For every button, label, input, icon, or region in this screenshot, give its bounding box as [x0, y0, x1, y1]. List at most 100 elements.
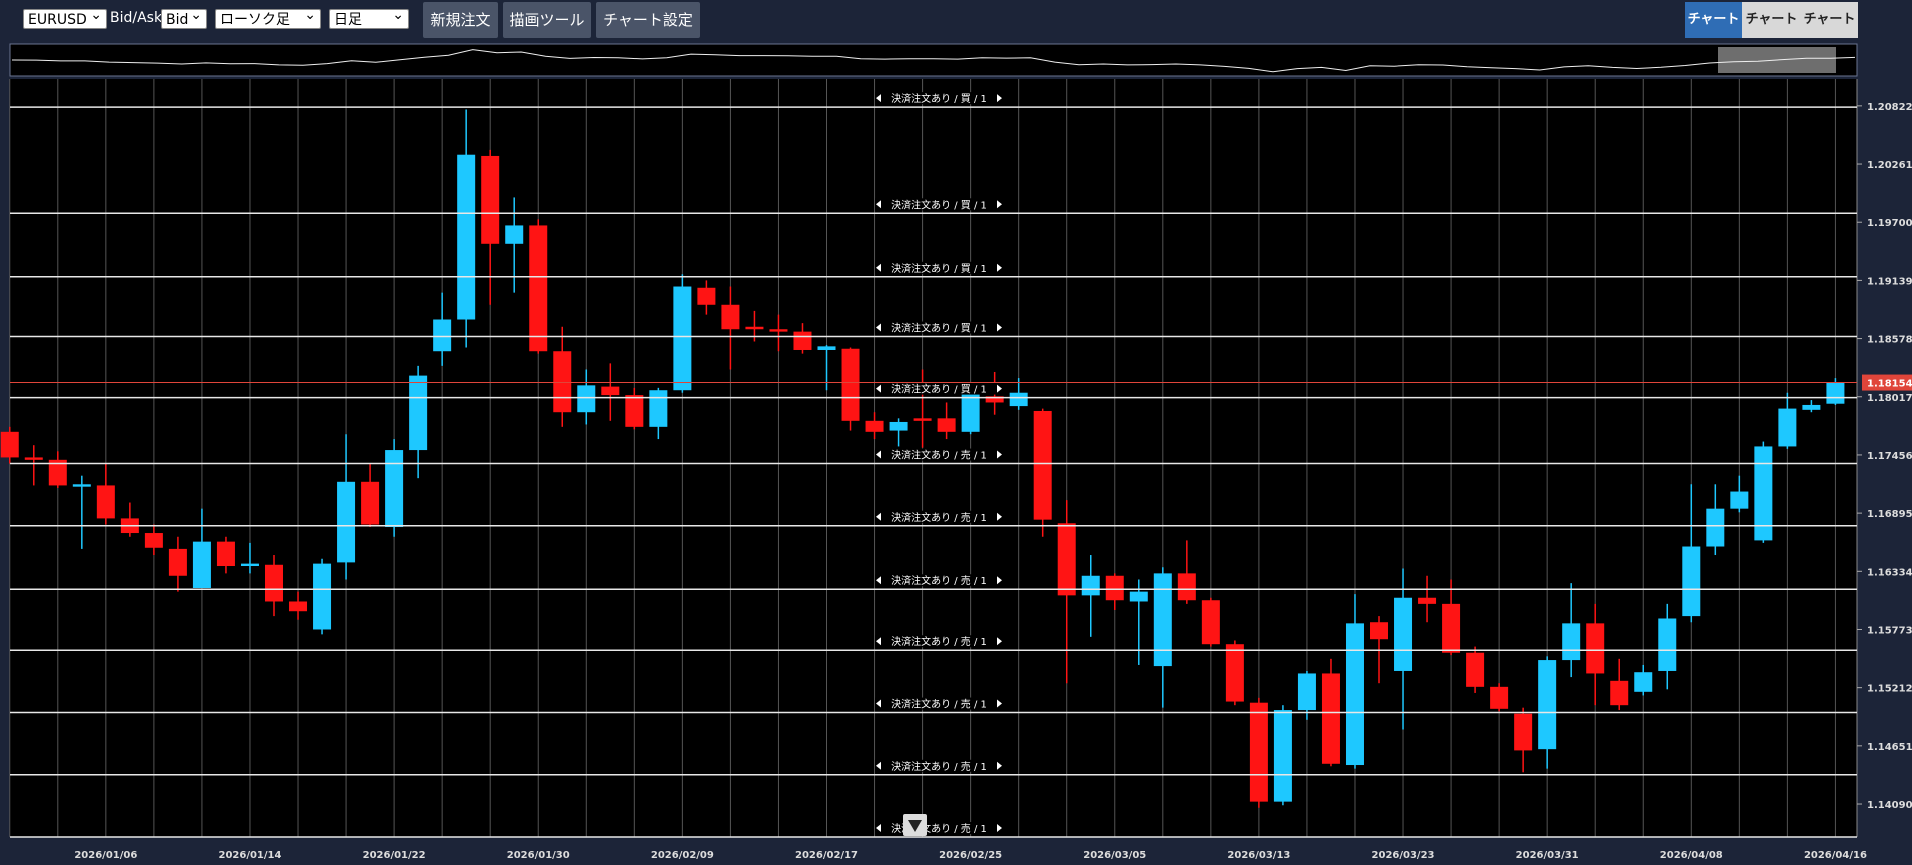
timeframe-select[interactable]: 日足	[329, 5, 409, 29]
candle-body	[1201, 600, 1220, 645]
candle-body	[1129, 591, 1148, 602]
order-arrow-left	[876, 323, 881, 332]
candle-body	[0, 431, 19, 458]
candle-body	[601, 386, 620, 396]
y-tick-label: 1.20822	[1867, 102, 1912, 113]
scroll-down-icon	[908, 820, 922, 832]
order-label: 決済注文あり / 買 / 1	[891, 262, 987, 275]
candle-body	[1225, 644, 1244, 702]
candle-body	[913, 418, 932, 421]
candle-body	[1730, 491, 1749, 509]
chart-settings-button[interactable]: チャート設定	[596, 2, 700, 38]
order-arrow-left	[876, 384, 881, 393]
order-label-bg	[875, 382, 1003, 395]
candle-body	[1009, 392, 1028, 407]
candle-body	[1273, 710, 1292, 802]
candle-body	[577, 385, 596, 413]
candle-body	[937, 418, 956, 432]
candle-body	[1514, 713, 1533, 751]
candle-body	[793, 331, 812, 350]
chart-tab[interactable]: チャート1	[1685, 2, 1742, 63]
order-arrow-right	[997, 824, 1002, 832]
y-tick-label: 1.14090	[1867, 800, 1912, 811]
candle-body	[553, 351, 572, 413]
order-arrow-right	[997, 384, 1002, 393]
order-arrow-left	[876, 761, 881, 770]
x-tick-label: 2026/01/30	[507, 850, 570, 861]
order-label: 決済注文あり / 買 / 1	[891, 198, 987, 211]
x-tick-label: 2026/02/17	[795, 850, 858, 861]
x-tick-label: 2026/01/22	[363, 850, 426, 861]
bidask-select[interactable]: Bid	[161, 5, 207, 29]
candle-body	[1538, 660, 1557, 750]
candle-body	[1778, 408, 1797, 447]
candle-body	[1562, 623, 1581, 661]
order-label: 決済注文あり / 売 / 1	[891, 574, 987, 587]
order-arrow-left	[876, 94, 881, 103]
candle-body	[1490, 686, 1509, 709]
toolbar: EURUSD Bid/Ask Bid ローソク足 日足 新規注文 描画ツール チ…	[0, 0, 1912, 63]
overview-strip	[9, 43, 1858, 77]
order-label-bg	[875, 697, 1003, 710]
candle-body	[889, 421, 908, 431]
order-label-bg	[875, 448, 1003, 461]
candle-body	[192, 541, 211, 588]
y-tick-label: 1.19700	[1867, 218, 1912, 229]
order-arrow-right	[997, 576, 1002, 585]
candle-body	[817, 346, 836, 350]
order-label: 決済注文あり / 買 / 1	[891, 322, 987, 335]
candle-body	[1586, 623, 1605, 674]
candle-body	[361, 481, 380, 525]
x-tick-label: 2026/04/08	[1660, 850, 1723, 861]
drawing-tool-button[interactable]: 描画ツール	[503, 2, 591, 38]
candle-body	[72, 484, 91, 487]
candle-body	[457, 154, 476, 320]
candle-body	[625, 395, 644, 427]
x-tick-label: 2026/03/13	[1227, 850, 1290, 861]
order-arrow-left	[876, 200, 881, 209]
candle-body	[1321, 673, 1340, 764]
candle-body	[48, 459, 67, 486]
candle-body	[1033, 410, 1052, 520]
candle-body	[96, 485, 115, 519]
y-tick-label: 1.15773	[1867, 625, 1912, 636]
candle-body	[745, 326, 764, 330]
candle-body	[1466, 652, 1485, 687]
candle-body	[769, 329, 788, 332]
y-tick-label: 1.19139	[1867, 276, 1912, 287]
candle-body	[649, 390, 668, 427]
candle-body	[1418, 597, 1437, 604]
order-arrow-left	[876, 263, 881, 272]
y-tick-label: 1.16334	[1867, 567, 1912, 578]
candle-body	[1634, 672, 1653, 692]
order-label-bg	[875, 198, 1003, 211]
candle-body	[985, 396, 1004, 403]
candle-body	[144, 533, 163, 548]
order-label-bg	[875, 635, 1003, 648]
candle-body	[1610, 680, 1629, 706]
candle-body	[313, 563, 332, 630]
new-order-button[interactable]: 新規注文	[423, 2, 498, 38]
x-tick-label: 2026/01/06	[74, 850, 137, 861]
order-arrow-left	[876, 450, 881, 459]
order-label: 決済注文あり / 買 / 1	[891, 92, 987, 105]
candle-body	[1682, 546, 1701, 617]
candle-body	[865, 420, 884, 432]
y-tick-label: 1.17456	[1867, 451, 1912, 462]
overview-line	[11, 49, 1856, 73]
y-tick-label: 1.18017	[1867, 393, 1912, 404]
symbol-select[interactable]: EURUSD	[23, 5, 107, 29]
candle-body	[529, 225, 548, 352]
order-arrow-right	[997, 699, 1002, 708]
candle-body	[216, 541, 235, 567]
order-label: 決済注文あり / 買 / 1	[891, 383, 987, 396]
x-tick-label: 2026/03/05	[1083, 850, 1146, 861]
chart-type-select[interactable]: ローソク足	[215, 5, 321, 29]
bidask-label: Bid/Ask	[110, 10, 163, 26]
candle-body	[1370, 622, 1389, 640]
candle-body	[1297, 673, 1316, 711]
candle-body	[24, 457, 43, 460]
